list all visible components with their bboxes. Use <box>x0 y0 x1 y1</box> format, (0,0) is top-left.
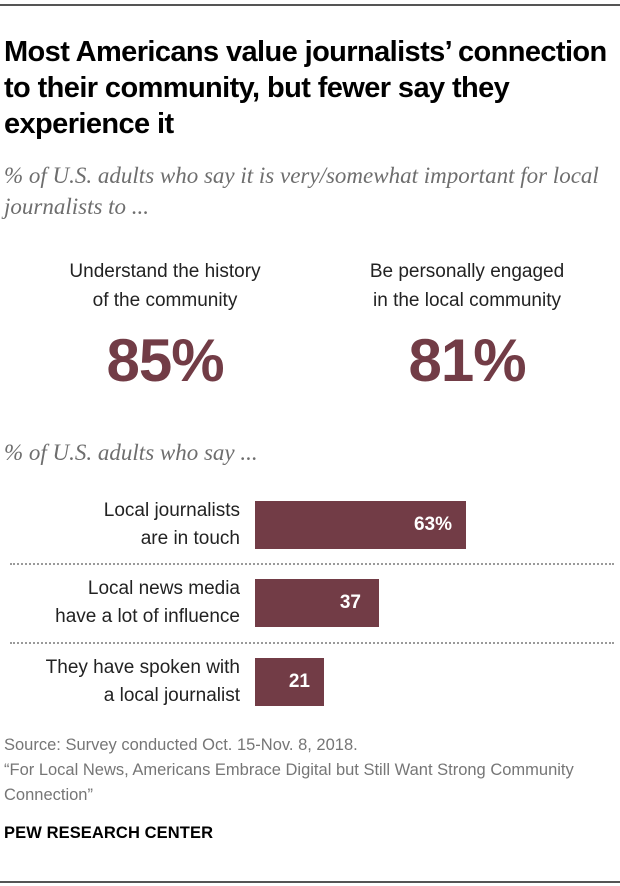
stat-value: 81% <box>408 327 526 394</box>
top-rule <box>0 4 620 6</box>
bar-label-line1: They have spoken with <box>45 657 240 678</box>
bar-section-subtitle: % of U.S. adults who say ... <box>4 440 258 465</box>
source-line1: Source: Survey conducted Oct. 15-Nov. 8,… <box>4 736 358 754</box>
source-note: Source: Survey conducted Oct. 15-Nov. 8,… <box>4 733 614 808</box>
stat-label-line1: Understand the history <box>69 261 261 282</box>
bottom-rule <box>0 881 620 883</box>
source-line2: “For Local News, Americans Embrace Digit… <box>4 761 574 804</box>
stat-label-line2: in the local community <box>373 290 561 311</box>
stat-history: Understand the history of the community … <box>35 257 295 393</box>
bar-value: 63% <box>413 514 452 535</box>
chart-subtitle: % of U.S. adults who say it is very/some… <box>4 163 599 219</box>
bar: 37 <box>255 579 379 627</box>
bar-label-line2: are in touch <box>140 528 240 549</box>
bar-label-line1: Local journalists <box>103 500 240 521</box>
row-divider <box>10 642 614 644</box>
stat-value: 85% <box>106 327 224 394</box>
org-credit: PEW RESEARCH CENTER <box>4 824 214 842</box>
bar-label-line1: Local news media <box>87 578 240 599</box>
bar-label-line2: a local journalist <box>103 685 240 706</box>
stat-label-line1: Be personally engaged <box>369 261 565 282</box>
bar-label: They have spoken with a local journalist <box>46 654 240 710</box>
bar: 21 <box>255 658 324 706</box>
chart-title: Most Americans value journalists’ connec… <box>4 36 607 140</box>
bar-label-line2: have a lot of influence <box>55 606 240 627</box>
bar-label: Local journalists are in touch <box>104 497 240 553</box>
bar-value: 37 <box>339 592 361 613</box>
bar: 63% <box>255 501 466 549</box>
stat-label-line2: of the community <box>92 290 238 311</box>
row-divider <box>10 563 614 565</box>
bar-label: Local news media have a lot of influence <box>55 575 240 631</box>
bar-row-spoken: They have spoken with a local journalist… <box>0 657 620 706</box>
stat-engaged: Be personally engaged in the local commu… <box>337 257 597 393</box>
bar-value: 21 <box>288 671 310 692</box>
bar-row-influence: Local news media have a lot of influence… <box>0 578 620 627</box>
bar-row-in-touch: Local journalists are in touch 63% <box>0 500 620 549</box>
